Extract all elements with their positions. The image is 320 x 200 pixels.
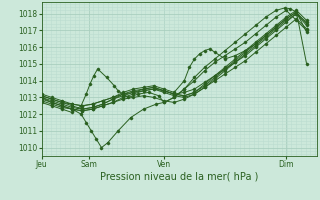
X-axis label: Pression niveau de la mer( hPa ): Pression niveau de la mer( hPa ) — [100, 172, 258, 182]
